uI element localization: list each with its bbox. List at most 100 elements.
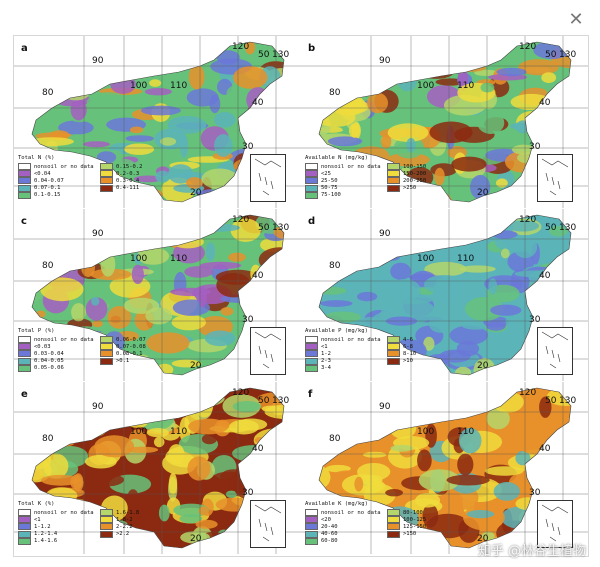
legend-swatch [387,523,400,531]
legend-swatch [305,357,318,365]
legend-item: 100-125 [387,516,469,524]
latitude-label: 30 [242,315,254,325]
longitude-label: 90 [92,229,104,239]
legend-label: 2-3 [321,358,331,365]
close-button[interactable]: ✕ [566,10,586,30]
legend-label: >0.1 [116,358,130,365]
longitude-label: 130 [559,396,577,406]
legend-swatch [18,509,31,517]
longitude-label: 120 [232,215,250,225]
longitude-label: 80 [42,88,54,98]
latitude-label: 50 [258,50,270,60]
legend-label: <1 [321,343,328,350]
latitude-label: 20 [190,534,202,544]
legend-item: 3-4 [305,364,387,372]
legend-label: >10 [403,358,413,365]
longitude-label: 80 [42,261,54,271]
latitude-label: 40 [539,271,551,281]
legend-swatch [100,509,113,517]
panel-letter: d [308,216,316,227]
china-map-d [301,209,588,381]
longitude-label: 80 [42,434,54,444]
south-china-sea-inset [537,154,573,202]
legend-item: 0.04-0.05 [18,357,100,365]
legend-swatch [18,184,31,192]
legend-label: 0.04-0.07 [34,177,64,184]
panel-letter: c [21,216,27,227]
legend-item: 80-100 [387,509,469,517]
legend-label: 150-200 [403,170,427,177]
longitude-label: 130 [272,396,290,406]
legend-label: <25 [321,170,331,177]
legend-label: 0.07-0.1 [34,185,61,192]
longitude-label: 100 [130,254,148,264]
legend-label: 1-2 [321,350,331,357]
legend: Total K (%) nonsoil or no data 1.6-1.8 <1 1.… [18,500,186,545]
legend-item: 1.2-1.4 [18,530,100,538]
legend-label: >2.2 [116,531,130,538]
legend-item: 0.07-0.08 [100,343,182,351]
map-panel-f: f 90 100 110 120 130 40 30 20 50 80 Available K (mg… [301,382,588,554]
legend-item: nonsoil or no data [305,509,387,517]
latitude-label: 40 [252,98,264,108]
legend-item: <1 [18,516,100,524]
legend-swatch [305,537,318,545]
latitude-label: 20 [477,534,489,544]
legend-item: 125-150 [387,523,469,531]
panel-letter: b [308,43,316,54]
longitude-label: 110 [457,81,475,91]
legend-item: nonsoil or no data [305,336,387,344]
south-china-sea-inset [250,500,286,548]
longitude-label: 130 [272,223,290,233]
legend-title: Total N (%) [18,155,55,161]
legend-label: 0.03-0.04 [34,350,64,357]
longitude-label: 100 [130,81,148,91]
latitude-label: 30 [242,488,254,498]
legend-swatch [387,163,400,171]
legend-item: 0.03-0.04 [18,350,100,358]
legend-swatch [100,523,113,531]
panel-letter: a [21,43,28,54]
legend-label: 1-1.2 [34,523,51,530]
longitude-label: 90 [379,229,391,239]
legend-title: Available K (mg/kg) [305,501,368,507]
latitude-label: 30 [529,315,541,325]
legend-swatch [18,364,31,372]
legend-label: 0.4-111 [116,185,140,192]
map-panel-b: b 90 100 110 120 130 40 30 20 50 80 Available N (mg… [301,36,588,208]
legend-label: nonsoil or no data [34,509,94,516]
legend-item: >250 [387,184,469,192]
figure-china-soil-nutrient-maps: a 90 100 110 120 130 40 30 20 50 80 Total N (%) nons… [13,35,589,557]
legend-label: >250 [403,185,417,192]
legend-item: 0.3-0.4 [100,177,182,185]
longitude-label: 110 [457,254,475,264]
latitude-label: 50 [258,396,270,406]
legend-swatch [305,191,318,199]
legend-swatch [18,191,31,199]
legend-label: nonsoil or no data [321,336,381,343]
legend-swatch [305,530,318,538]
legend-swatch [305,516,318,524]
legend-item: 0.1-0.15 [18,191,100,199]
legend-label: 1.4-1.6 [34,538,58,545]
legend-label: nonsoil or no data [34,336,94,343]
panel-letter: f [308,389,313,400]
legend-item: 60-80 [305,537,387,545]
longitude-label: 110 [170,427,188,437]
legend-item: <0.04 [18,170,100,178]
legend-label: >150 [403,531,417,538]
legend-label: 40-60 [321,531,338,538]
legend-swatch [305,170,318,178]
legend-swatch [18,177,31,185]
longitude-label: 90 [92,402,104,412]
legend: Available P (mg/kg) nonsoil or no data 4-6… [305,327,473,372]
legend-label: 0.04-0.05 [34,358,64,365]
legend-label: <20 [321,516,331,523]
legend-item: 1.6-1.8 [100,509,182,517]
longitude-label: 90 [379,56,391,66]
legend-label: <0.03 [34,343,51,350]
legend-label: <0.04 [34,170,51,177]
legend-label: 125-150 [403,523,427,530]
legend-swatch [100,350,113,358]
legend-swatch [387,530,400,538]
